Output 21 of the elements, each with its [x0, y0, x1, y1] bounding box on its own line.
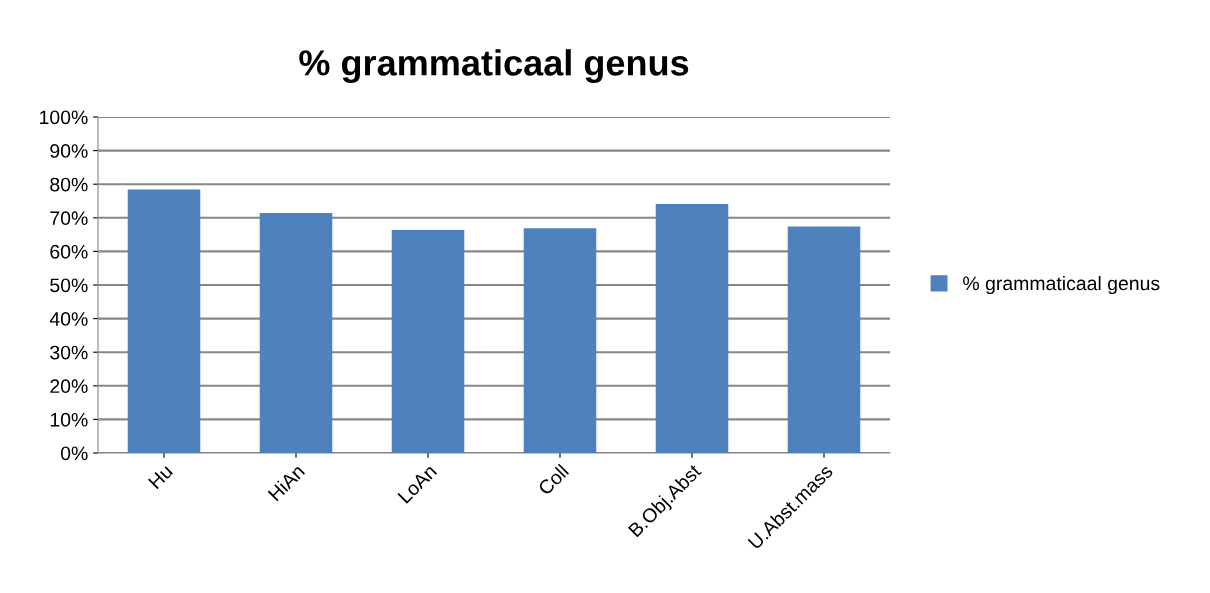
y-tick-label: 20%	[50, 379, 88, 394]
y-tick-label: 90%	[50, 144, 88, 158]
bar	[127, 189, 201, 453]
bar	[259, 213, 333, 453]
y-tick-label: 100%	[40, 110, 88, 125]
chart-title: % grammaticaal genus	[299, 49, 689, 83]
y-tick-label: 0%	[60, 446, 88, 461]
y-tick-label: 80%	[50, 177, 88, 192]
bar	[391, 229, 465, 453]
y-tick-label: 40%	[49, 312, 88, 326]
x-tick-label: Hu	[148, 464, 174, 490]
y-tick-label: 50%	[50, 278, 88, 293]
y-tick-label: 60%	[50, 244, 88, 259]
legend-label: % grammaticaal genus	[963, 275, 1160, 295]
y-tick-label: 10%	[50, 412, 88, 427]
y-tick-label: 70%	[50, 211, 88, 226]
x-tick-label: Coll	[537, 463, 570, 496]
bar	[655, 204, 729, 453]
bar	[787, 226, 861, 453]
y-tick-label: 30%	[50, 345, 88, 360]
bar	[523, 228, 597, 453]
